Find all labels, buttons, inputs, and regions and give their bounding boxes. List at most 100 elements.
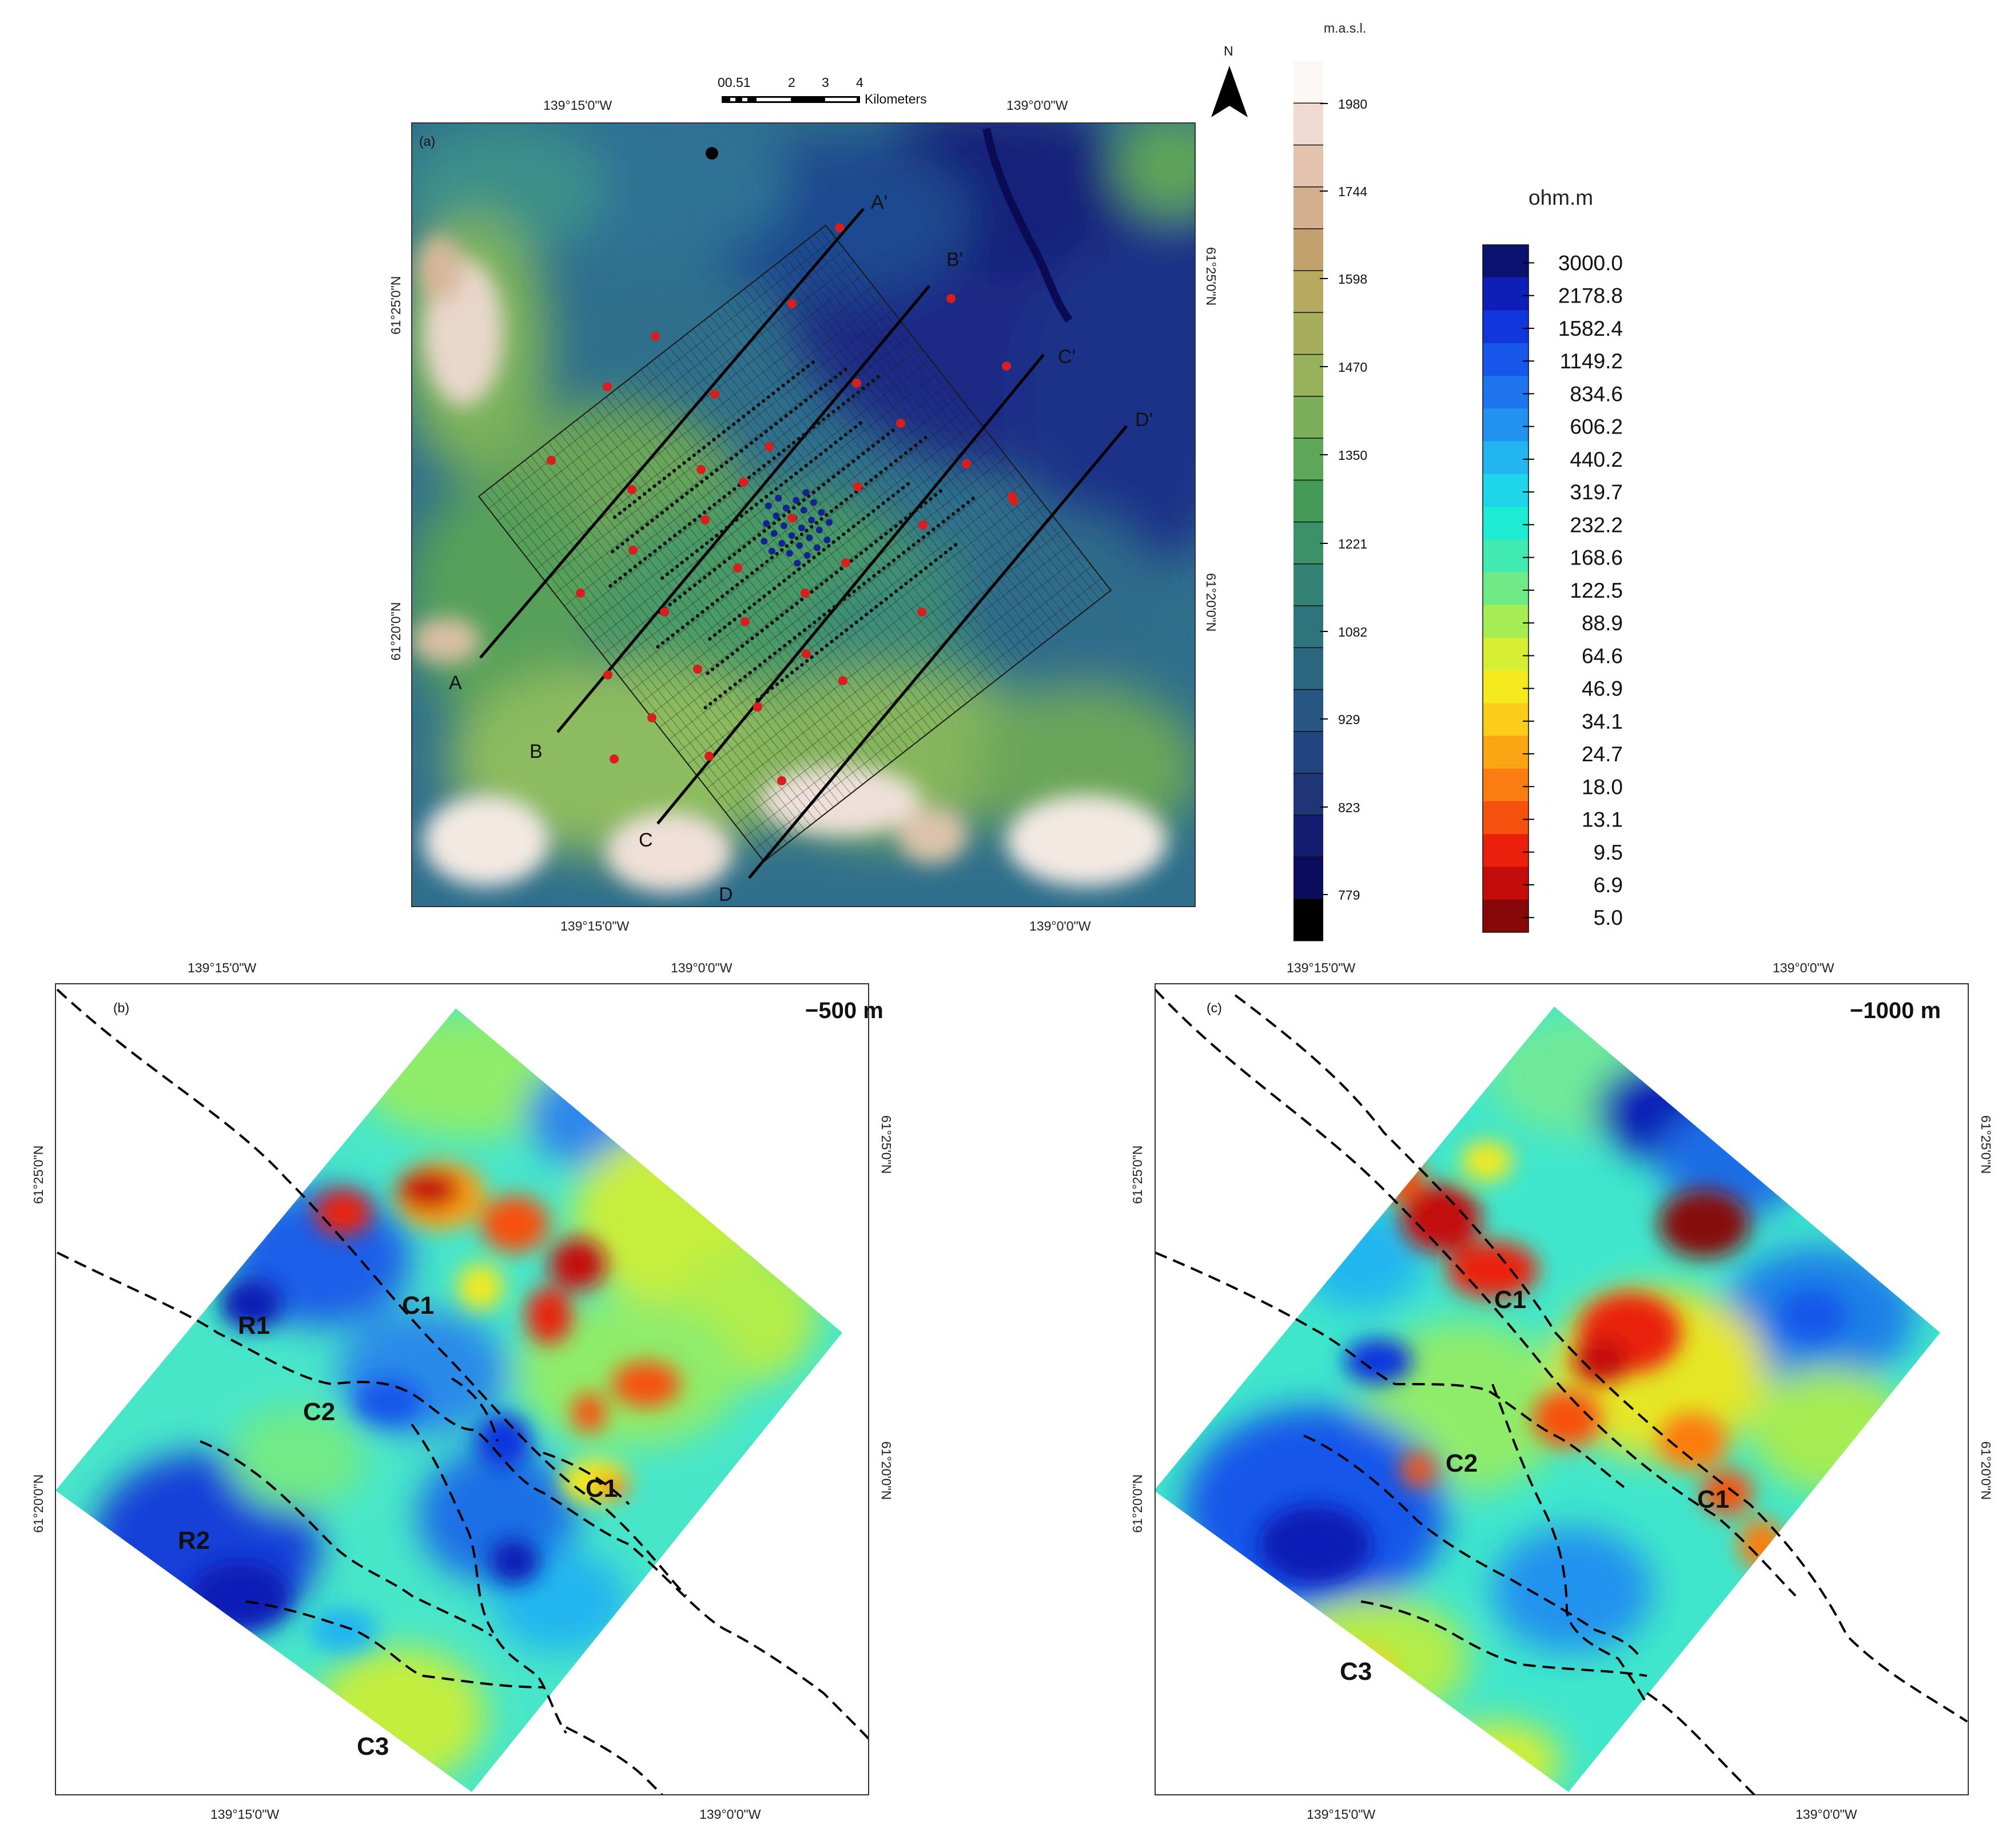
- mt-station: [702, 446, 706, 450]
- mt-station: [667, 472, 671, 476]
- mt-station-broadband: [651, 332, 660, 341]
- elevation-color-band: [1293, 312, 1323, 355]
- mt-station: [825, 643, 829, 647]
- resistivity-tick-label: 232.2: [1570, 513, 1623, 536]
- mt-station: [755, 567, 759, 571]
- resistivity-color-band: [1483, 670, 1529, 704]
- mt-station: [790, 605, 794, 610]
- panel-a-map: A B C D A' B' C' D' (a) 139°15'0"W 139°0…: [388, 43, 1248, 933]
- mt-station: [771, 391, 775, 395]
- mt-station: [780, 613, 784, 617]
- mt-stations: [547, 223, 1018, 785]
- mt-station: [615, 546, 620, 550]
- mt-station: [751, 407, 755, 411]
- mt-station: [713, 567, 717, 572]
- mt-station: [678, 530, 682, 534]
- mt-station: [705, 476, 709, 480]
- mt-station: [847, 593, 851, 597]
- mt-station: [866, 513, 870, 517]
- mt-station: [675, 565, 679, 569]
- mt-station: [755, 633, 759, 637]
- mt-station: [700, 545, 704, 549]
- mt-station: [757, 468, 761, 472]
- north-arrow-icon: N: [1211, 43, 1248, 117]
- mt-station: [894, 459, 898, 463]
- mt-station: [783, 643, 787, 647]
- mt-station: [845, 628, 849, 632]
- mt-station: [668, 602, 672, 607]
- mt-station: [706, 671, 710, 675]
- mt-station: [909, 447, 913, 451]
- mt-station: [857, 520, 861, 524]
- panel-a-top-coord-2: 139°0'0"W: [1006, 98, 1068, 113]
- mt-station: [662, 476, 666, 480]
- mt-station: [738, 614, 742, 618]
- mt-station: [774, 487, 778, 491]
- mt-station: [759, 433, 763, 438]
- feature-c1-c2: C1: [1697, 1485, 1729, 1513]
- elevation-color-band: [1293, 522, 1323, 565]
- mt-station: [864, 482, 868, 486]
- mt-station: [733, 552, 737, 557]
- mt-station: [906, 482, 910, 486]
- mt-station-dense: [806, 534, 813, 542]
- mt-station: [799, 532, 804, 536]
- mt-station-broadband: [917, 607, 926, 617]
- mt-station-dense: [794, 559, 801, 567]
- mt-station: [918, 439, 923, 444]
- mt-station: [827, 544, 831, 548]
- mt-station: [635, 530, 639, 534]
- mt-station: [687, 457, 691, 461]
- mt-station: [682, 461, 686, 465]
- mt-station: [882, 566, 886, 570]
- mt-station: [799, 598, 804, 602]
- mt-station: [799, 467, 803, 472]
- mt-station-dense: [796, 542, 803, 549]
- mt-station: [765, 559, 769, 563]
- mt-station: [675, 499, 679, 503]
- mt-station: [767, 460, 771, 464]
- mt-station: [881, 436, 885, 440]
- mt-station: [879, 535, 883, 540]
- mt-station: [790, 670, 794, 675]
- resistivity-tick-label: 13.1: [1582, 808, 1623, 832]
- panel-c-depth: −1000 m: [1850, 998, 1941, 1023]
- mt-station: [640, 526, 644, 530]
- mt-station: [653, 549, 657, 553]
- resistivity-color-band: [1483, 441, 1529, 475]
- mt-station: [827, 609, 831, 613]
- mt-station: [770, 555, 774, 560]
- resistivity-tick-label: 3000.0: [1558, 251, 1623, 275]
- mt-station: [645, 522, 650, 527]
- mt-station: [710, 602, 715, 606]
- mt-station: [692, 518, 696, 522]
- resistivity-tick-label: 319.7: [1570, 480, 1623, 504]
- mt-station: [745, 575, 749, 579]
- mt-station: [611, 550, 615, 554]
- elevation-unit: m.a.s.l.: [1324, 21, 1366, 35]
- panel-a-right-coord-1: 61°25'0"N: [1204, 247, 1219, 305]
- mt-station: [929, 497, 933, 501]
- mt-station: [785, 674, 789, 678]
- resistivity-color-band: [1483, 474, 1529, 507]
- mt-station: [723, 690, 727, 694]
- mt-station: [692, 453, 696, 458]
- mt-station: [779, 483, 783, 487]
- mt-station: [781, 383, 785, 388]
- mt-station: [856, 455, 861, 459]
- mt-station: [791, 440, 796, 445]
- mt-station: [685, 557, 689, 561]
- panel-b-label: (b): [113, 1000, 129, 1015]
- mt-station: [829, 444, 833, 448]
- mt-station: [842, 532, 846, 536]
- scale-number-0: 00.51: [718, 75, 751, 90]
- mt-station: [734, 518, 739, 522]
- mt-station: [936, 523, 941, 528]
- mt-station: [901, 486, 905, 490]
- mt-station: [757, 403, 761, 407]
- mt-station: [921, 535, 926, 539]
- mt-station: [871, 509, 875, 513]
- mt-station: [832, 605, 837, 609]
- mt-station: [834, 375, 838, 379]
